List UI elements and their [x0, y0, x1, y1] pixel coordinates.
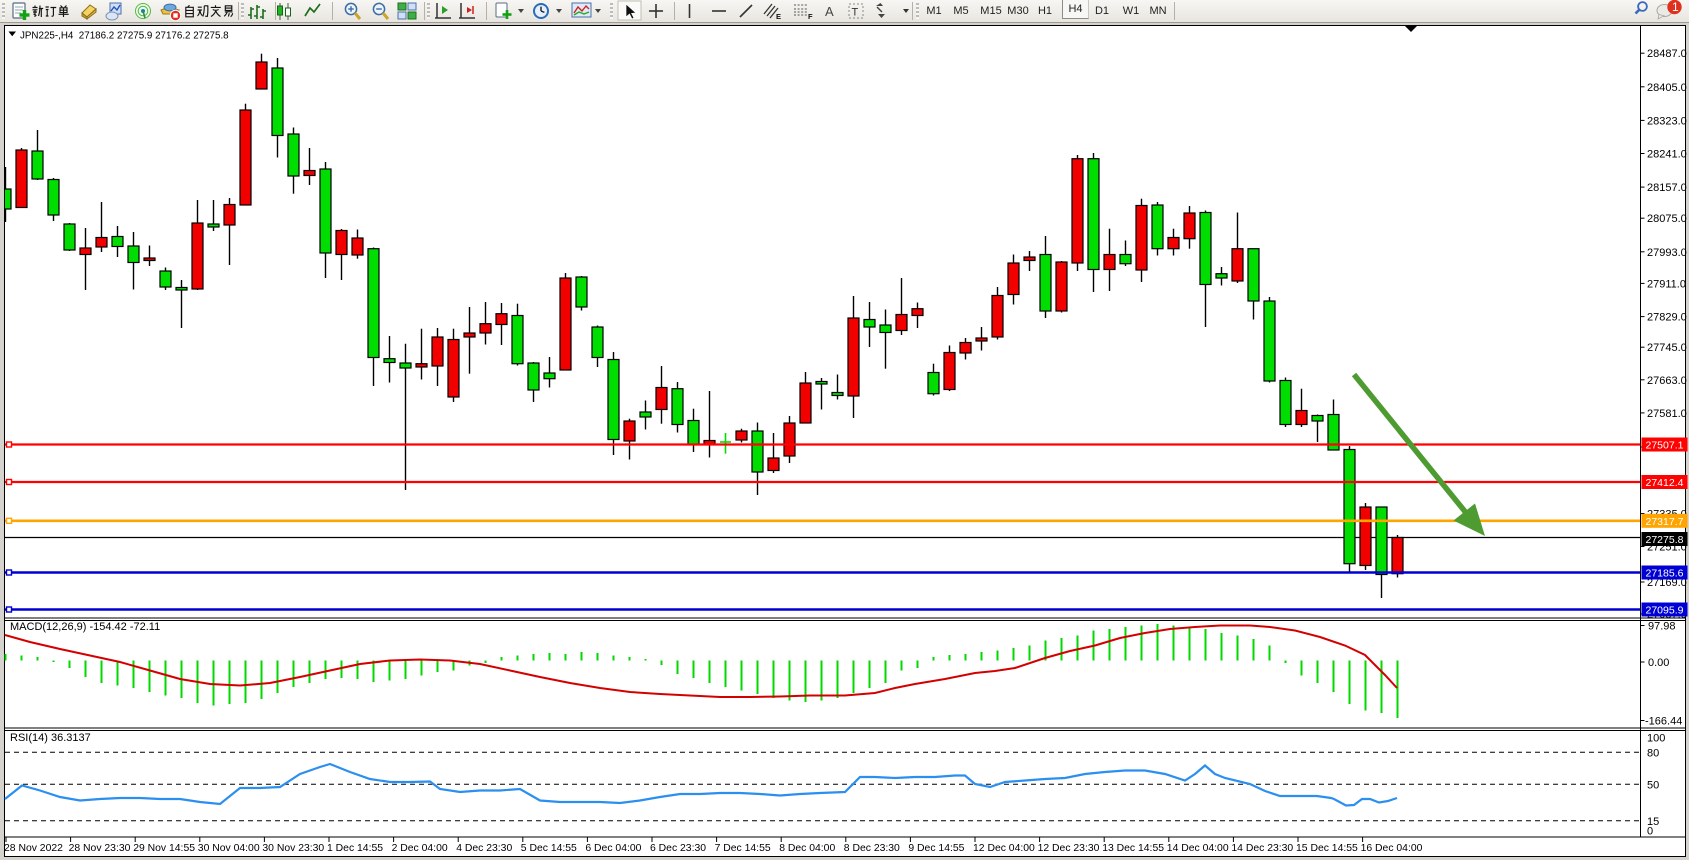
svg-text:27507.1: 27507.1	[1646, 440, 1684, 452]
svg-text:1: 1	[1672, 0, 1679, 14]
svg-text:27169.0: 27169.0	[1647, 577, 1687, 589]
svg-text:-166.44: -166.44	[1645, 716, 1682, 728]
svg-text:RSI(14) 36.3137: RSI(14) 36.3137	[10, 732, 91, 744]
svg-text:28157.0: 28157.0	[1647, 182, 1687, 194]
svg-text:16 Dec 04:00: 16 Dec 04:00	[1361, 843, 1423, 854]
svg-text:100: 100	[1647, 733, 1665, 745]
svg-text:8 Dec 23:30: 8 Dec 23:30	[844, 843, 900, 854]
svg-text:2 Dec 04:00: 2 Dec 04:00	[392, 843, 448, 854]
svg-text:JPN225-,H4 27186.2 27275.9 27: JPN225-,H4 27186.2 27275.9 27176.2 27275…	[20, 31, 229, 42]
svg-text:27581.0: 27581.0	[1647, 408, 1687, 420]
svg-text:0: 0	[1647, 826, 1653, 838]
svg-text:12 Dec 23:30: 12 Dec 23:30	[1038, 843, 1100, 854]
svg-text:27275.8: 27275.8	[1646, 534, 1684, 546]
svg-text:T: T	[852, 7, 859, 19]
svg-text:14 Dec 04:00: 14 Dec 04:00	[1167, 843, 1229, 854]
svg-text:0.00: 0.00	[1648, 657, 1669, 669]
svg-text:8 Dec 04:00: 8 Dec 04:00	[779, 843, 835, 854]
svg-text:MACD(12,26,9) -154.42 -72.11: MACD(12,26,9) -154.42 -72.11	[10, 621, 160, 633]
svg-text:28487.0: 28487.0	[1647, 48, 1687, 60]
svg-text:30 Nov 23:30: 30 Nov 23:30	[262, 843, 324, 854]
svg-text:28405.0: 28405.0	[1647, 82, 1687, 94]
svg-text:29 Nov 14:55: 29 Nov 14:55	[133, 843, 195, 854]
svg-text:27745.0: 27745.0	[1647, 342, 1687, 354]
svg-text:28 Nov 2022: 28 Nov 2022	[4, 843, 63, 854]
svg-text:27829.0: 27829.0	[1647, 312, 1687, 324]
svg-text:A: A	[825, 4, 834, 19]
svg-text:97.98: 97.98	[1648, 621, 1676, 633]
svg-text:6 Dec 23:30: 6 Dec 23:30	[650, 843, 706, 854]
svg-text:27185.6: 27185.6	[1646, 568, 1684, 580]
svg-text:F: F	[808, 12, 813, 21]
svg-text:27412.4: 27412.4	[1646, 477, 1684, 489]
svg-text:27095.9: 27095.9	[1646, 605, 1684, 617]
svg-text:27663.0: 27663.0	[1647, 375, 1687, 387]
svg-text:28075.0: 28075.0	[1647, 213, 1687, 225]
svg-text:50: 50	[1647, 779, 1659, 791]
svg-text:E: E	[776, 12, 781, 21]
svg-text:12 Dec 04:00: 12 Dec 04:00	[973, 843, 1035, 854]
svg-text:7 Dec 14:55: 7 Dec 14:55	[715, 843, 771, 854]
svg-text:13 Dec 14:55: 13 Dec 14:55	[1102, 843, 1164, 854]
svg-text:5 Dec 14:55: 5 Dec 14:55	[521, 843, 577, 854]
svg-text:30 Nov 04:00: 30 Nov 04:00	[198, 843, 260, 854]
svg-text:28 Nov 23:30: 28 Nov 23:30	[69, 843, 131, 854]
svg-text:14 Dec 23:30: 14 Dec 23:30	[1231, 843, 1293, 854]
svg-text:28323.0: 28323.0	[1647, 115, 1687, 127]
svg-text:15 Dec 14:55: 15 Dec 14:55	[1296, 843, 1358, 854]
svg-text:1 Dec 14:55: 1 Dec 14:55	[327, 843, 383, 854]
svg-text:9 Dec 14:55: 9 Dec 14:55	[908, 843, 964, 854]
svg-text:27911.0: 27911.0	[1647, 278, 1686, 290]
svg-text:28241.0: 28241.0	[1647, 149, 1687, 161]
svg-text:6 Dec 04:00: 6 Dec 04:00	[585, 843, 641, 854]
svg-text:27317.7: 27317.7	[1646, 516, 1684, 528]
svg-text:27993.0: 27993.0	[1647, 247, 1687, 259]
svg-text:15: 15	[1647, 816, 1659, 828]
svg-text:80: 80	[1647, 748, 1659, 760]
svg-text:4 Dec 23:30: 4 Dec 23:30	[456, 843, 512, 854]
